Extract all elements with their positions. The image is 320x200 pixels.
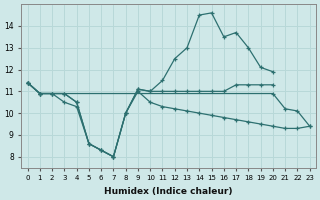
X-axis label: Humidex (Indice chaleur): Humidex (Indice chaleur) (104, 187, 233, 196)
